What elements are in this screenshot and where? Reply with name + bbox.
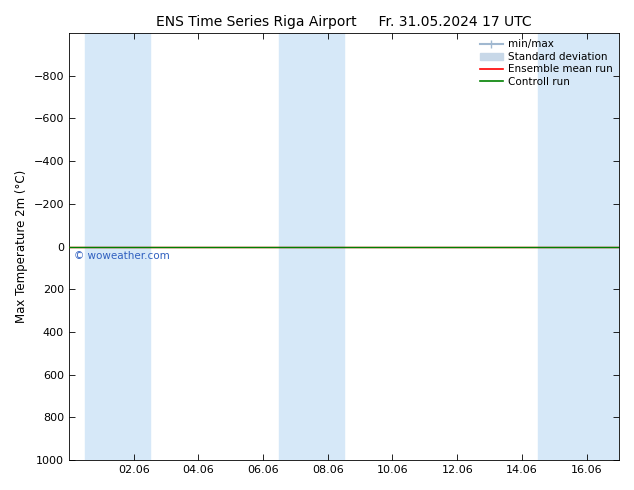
Text: © woweather.com: © woweather.com xyxy=(74,251,169,261)
Legend: min/max, Standard deviation, Ensemble mean run, Controll run: min/max, Standard deviation, Ensemble me… xyxy=(476,35,617,91)
Title: ENS Time Series Riga Airport     Fr. 31.05.2024 17 UTC: ENS Time Series Riga Airport Fr. 31.05.2… xyxy=(156,15,532,29)
Bar xyxy=(85,33,150,460)
Y-axis label: Max Temperature 2m (°C): Max Temperature 2m (°C) xyxy=(15,170,28,323)
Bar xyxy=(279,33,344,460)
Bar xyxy=(538,33,619,460)
